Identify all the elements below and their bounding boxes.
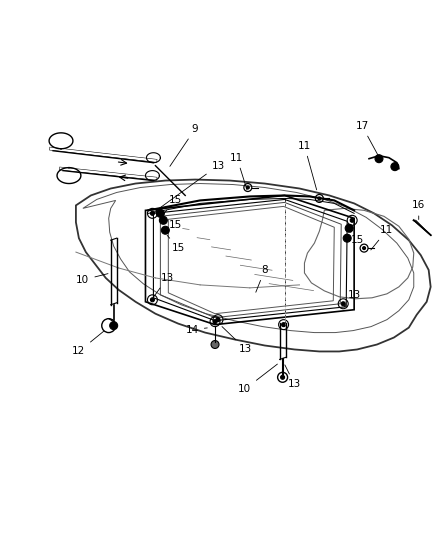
Text: 15: 15	[164, 196, 181, 213]
Text: 13: 13	[154, 160, 224, 212]
Text: 10: 10	[76, 273, 108, 285]
Text: 13: 13	[284, 365, 300, 389]
Text: 8: 8	[255, 265, 268, 292]
Text: 16: 16	[411, 200, 424, 220]
Text: 9: 9	[170, 124, 198, 166]
Circle shape	[110, 321, 117, 329]
Circle shape	[215, 318, 219, 321]
Text: 17: 17	[355, 121, 379, 158]
Circle shape	[390, 163, 398, 171]
Circle shape	[317, 197, 320, 200]
Text: 13: 13	[151, 273, 173, 301]
Text: 15: 15	[163, 220, 181, 230]
Text: 11: 11	[370, 225, 392, 250]
Circle shape	[344, 224, 352, 232]
Circle shape	[159, 216, 167, 224]
Text: 11: 11	[230, 152, 247, 190]
Circle shape	[340, 302, 344, 306]
Text: 13: 13	[343, 290, 360, 307]
Circle shape	[212, 320, 216, 324]
Circle shape	[343, 234, 350, 242]
Circle shape	[350, 219, 353, 222]
Text: 13: 13	[222, 327, 252, 354]
Text: 12: 12	[72, 332, 103, 357]
Circle shape	[150, 212, 154, 215]
Circle shape	[246, 186, 249, 189]
Text: 10: 10	[238, 364, 277, 394]
Circle shape	[374, 155, 382, 163]
Text: 14: 14	[185, 325, 207, 335]
Text: 15: 15	[348, 230, 363, 245]
Circle shape	[280, 375, 284, 379]
Circle shape	[161, 226, 169, 234]
Text: 11: 11	[297, 141, 316, 190]
Circle shape	[156, 209, 164, 217]
Circle shape	[211, 341, 219, 349]
Text: 15: 15	[167, 235, 184, 253]
Circle shape	[362, 247, 365, 249]
Circle shape	[281, 322, 285, 327]
Circle shape	[150, 298, 154, 302]
